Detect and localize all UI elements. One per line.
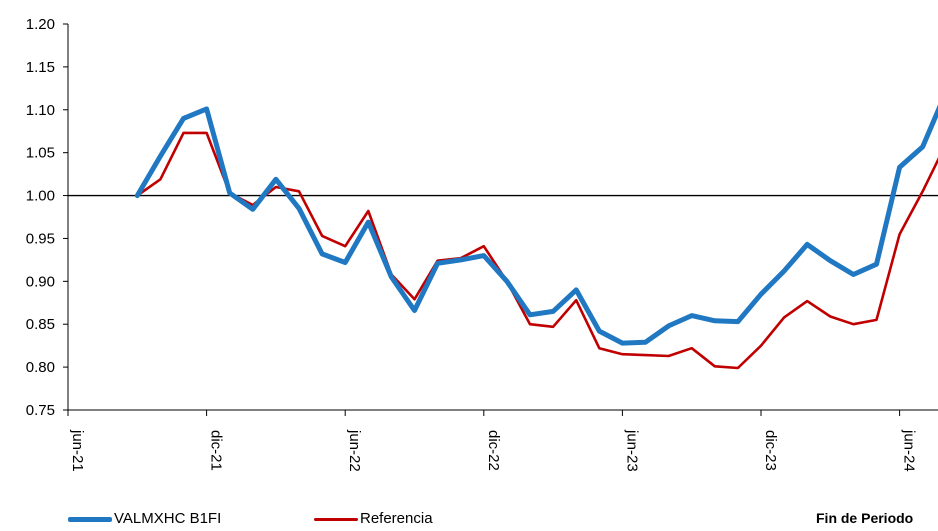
y-tick-label: 0.90 bbox=[26, 273, 55, 290]
y-tick-label: 1.10 bbox=[26, 102, 55, 119]
x-tick-label: jun-24 bbox=[901, 429, 918, 472]
series-lines bbox=[134, 104, 938, 370]
x-tick-label: dic-22 bbox=[485, 430, 502, 471]
y-tick-label: 1.15 bbox=[26, 59, 55, 76]
x-tick-label: dic-21 bbox=[208, 430, 225, 471]
y-tick-label: 1.20 bbox=[26, 16, 55, 33]
x-tick-label: jun-22 bbox=[346, 429, 363, 472]
y-tick-label: 1.05 bbox=[26, 145, 55, 162]
x-axis-ticks: jun-21 dic-21 jun-22 dic-22 jun-23 dic-23 jun-… bbox=[67, 410, 918, 472]
chart-axes bbox=[67, 24, 938, 411]
y-tick-label: 1.00 bbox=[26, 188, 55, 205]
x-tick-label: jun-23 bbox=[623, 429, 640, 472]
y-tick-label: 0.75 bbox=[26, 402, 55, 419]
legend-label-valmx: VALMXHC B1FI bbox=[114, 510, 222, 527]
legend-swatch-referencia bbox=[314, 517, 358, 521]
legend-swatch-valmx bbox=[68, 516, 112, 522]
series-line-referencia bbox=[136, 131, 938, 370]
period-note: Fin de Periodo bbox=[816, 510, 914, 526]
legend-label-referencia: Referencia bbox=[360, 510, 433, 527]
x-tick-label: dic-23 bbox=[762, 430, 779, 471]
y-tick-label: 0.85 bbox=[26, 316, 55, 333]
x-tick-label: jun-21 bbox=[69, 429, 86, 472]
legend-item-valmx: VALMXHC B1FI bbox=[68, 510, 221, 527]
series-line-valmx bbox=[134, 104, 938, 346]
y-tick-label: 0.80 bbox=[26, 359, 55, 376]
legend-item-referencia: Referencia bbox=[314, 510, 433, 527]
y-axis-ticks: 0.75 0.80 0.85 0.90 0.95 1.00 1.05 1.10 1.15 1.20 bbox=[26, 16, 68, 419]
y-tick-label: 0.95 bbox=[26, 230, 55, 247]
